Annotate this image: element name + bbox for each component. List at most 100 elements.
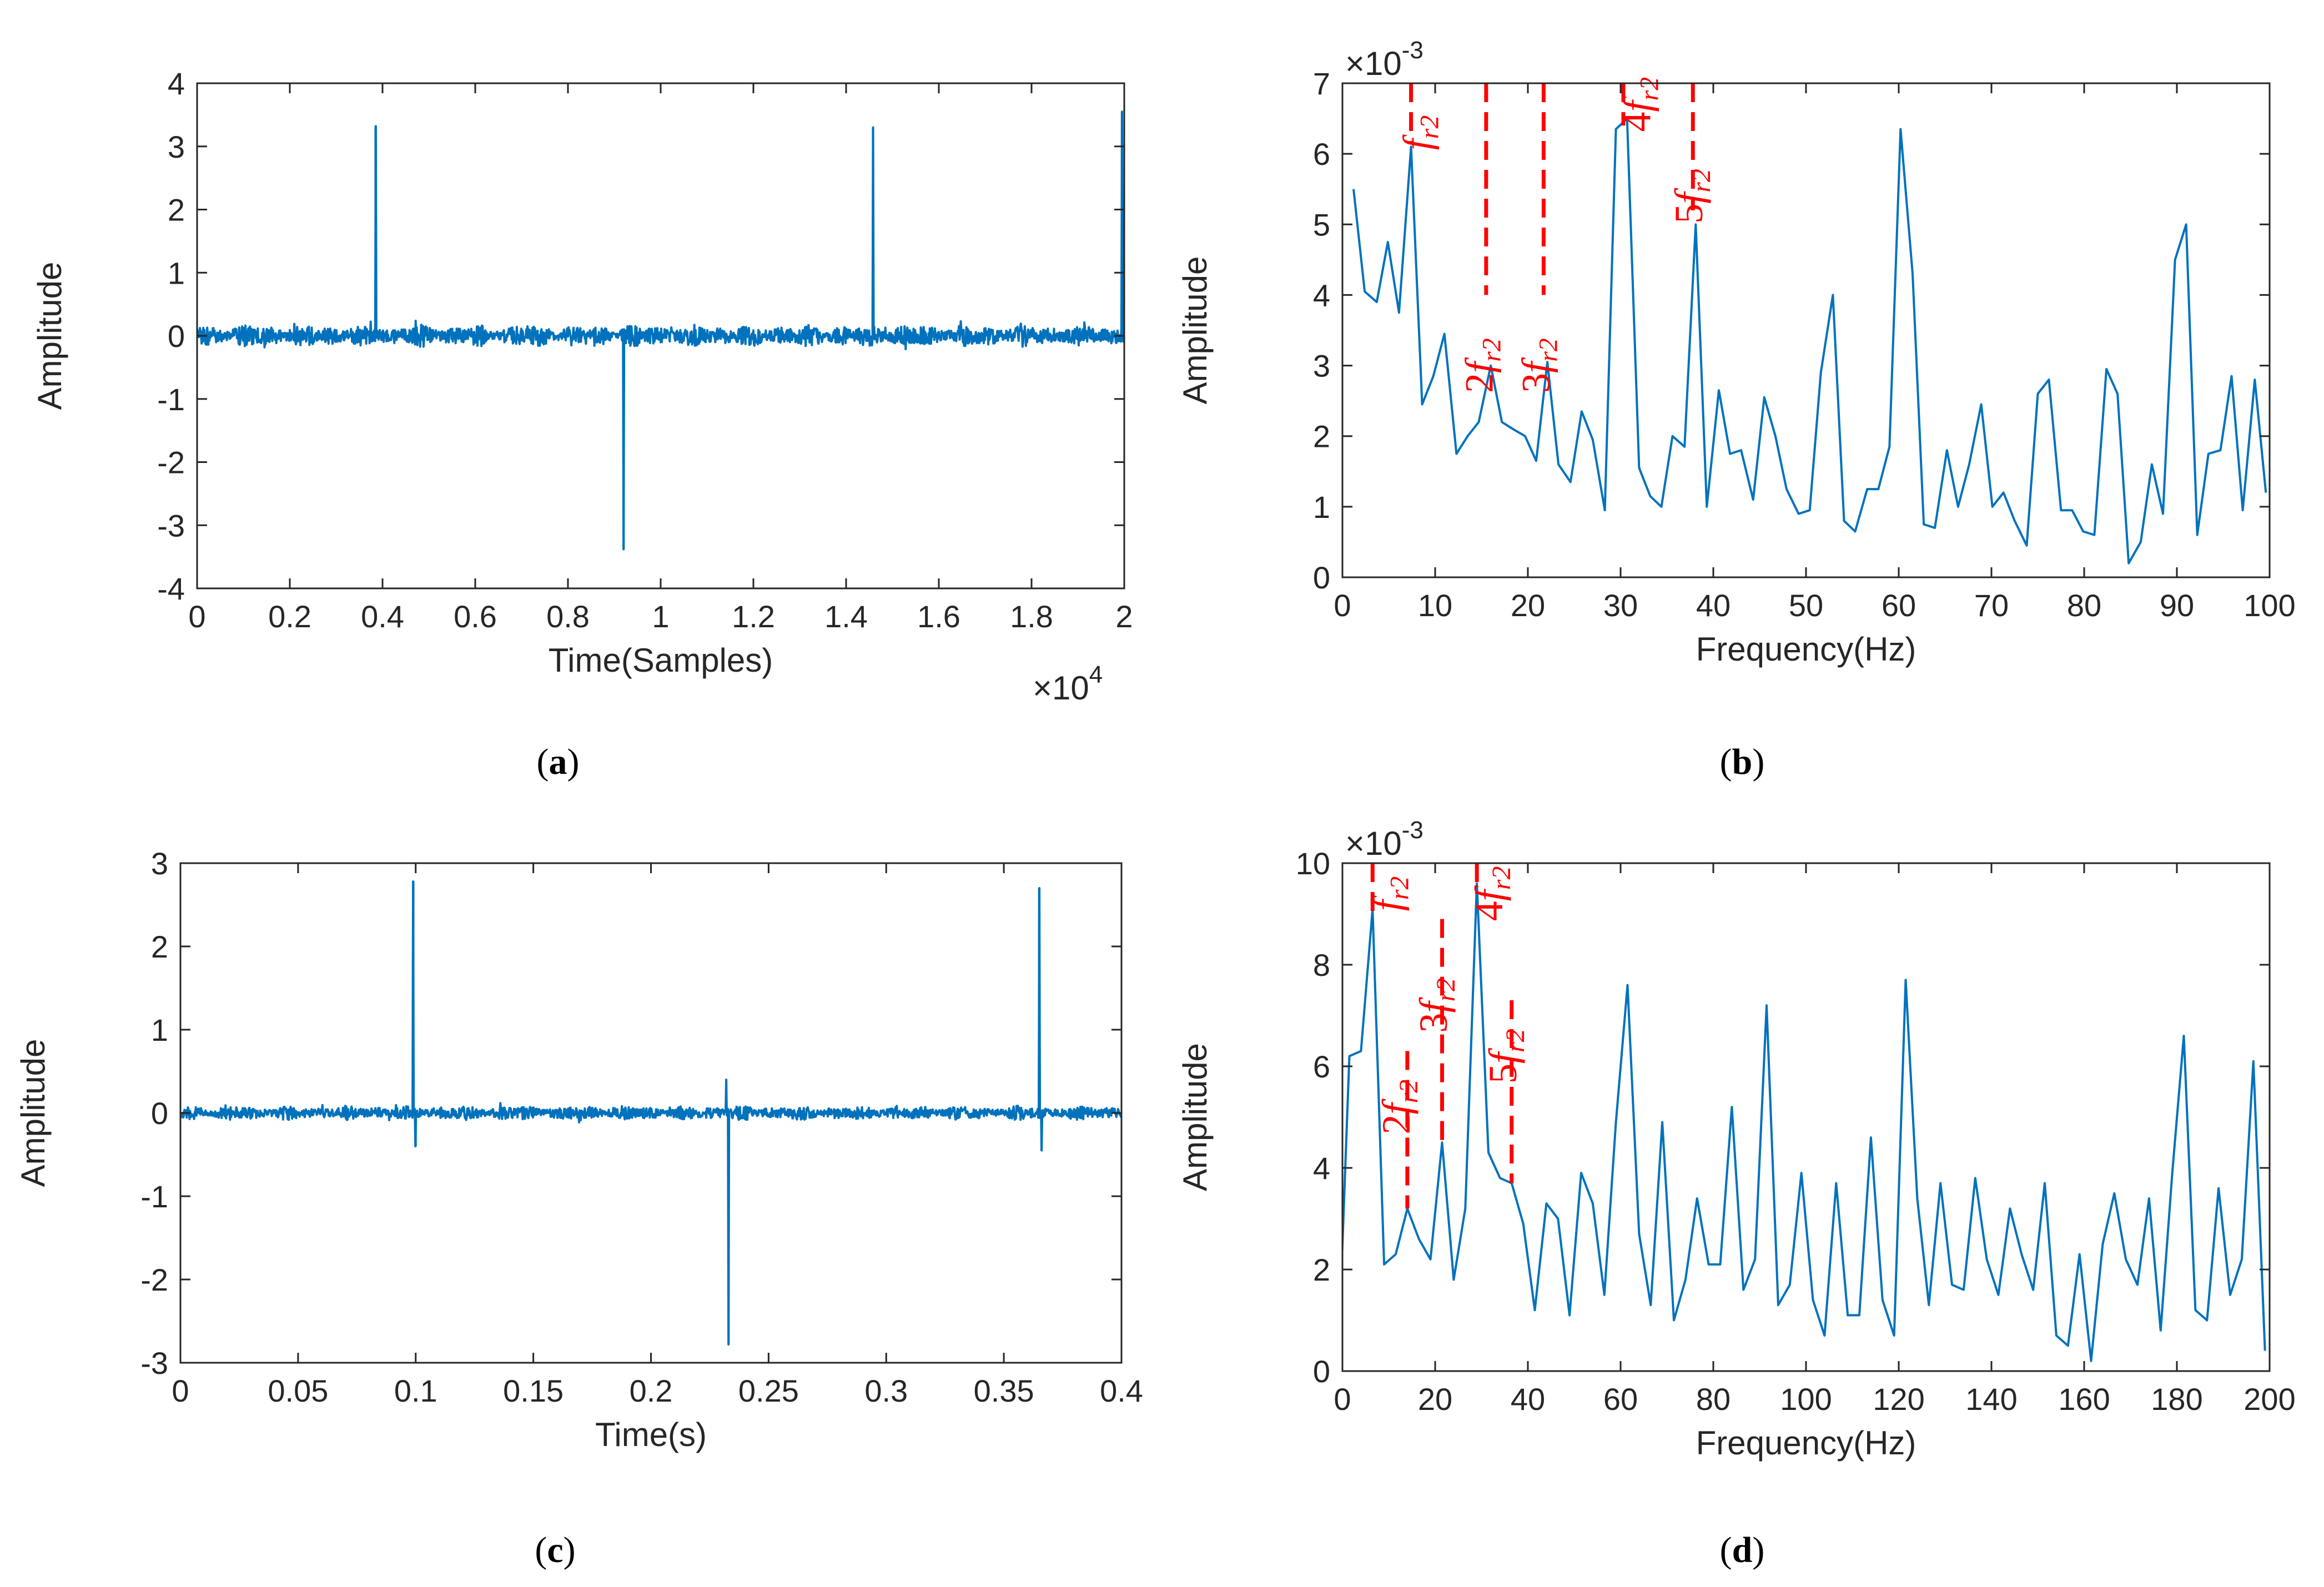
harmonic-label-b-4: 5fr2 bbox=[1667, 169, 1716, 224]
series-line-d bbox=[1342, 882, 2266, 1362]
series-line-b bbox=[1352, 117, 2267, 565]
y-tick-label-b: 2 bbox=[1313, 419, 1330, 454]
x-tick-label-c: 0.4 bbox=[1100, 1373, 1143, 1408]
panel-a-caption: (a) bbox=[536, 742, 580, 782]
x-tick-label-c: 0.35 bbox=[974, 1373, 1034, 1408]
harmonic-label-b-1: 2fr2 bbox=[1457, 338, 1507, 393]
x-tick-label-d: 120 bbox=[1873, 1382, 1924, 1417]
harmonic-label-sub: r2 bbox=[1477, 338, 1507, 362]
x-tick-label-d: 60 bbox=[1603, 1382, 1638, 1417]
y-exponent-power-b: -3 bbox=[1402, 37, 1423, 64]
y-tick-label-b: 0 bbox=[1313, 560, 1330, 595]
x-tick-label-b: 90 bbox=[2160, 588, 2194, 623]
y-tick-label-a: -2 bbox=[157, 445, 185, 480]
panel-d-caption: (d) bbox=[1719, 1530, 1765, 1570]
x-tick-label-b: 80 bbox=[2067, 588, 2101, 623]
x-tick-label-b: 40 bbox=[1696, 588, 1731, 623]
x-tick-label-b: 20 bbox=[1511, 588, 1545, 623]
harmonic-label-sub: r2 bbox=[1394, 1080, 1423, 1104]
harmonic-label-d-4: 5fr2 bbox=[1481, 1029, 1530, 1084]
harmonic-label-coef: 2 bbox=[1457, 373, 1502, 393]
series-line-a bbox=[197, 110, 1124, 551]
axes-box-b bbox=[1341, 82, 2271, 578]
x-tick-label-d: 160 bbox=[2058, 1382, 2110, 1417]
y-axis-label-c: Amplitude bbox=[14, 1039, 52, 1187]
y-tick-label-d: 2 bbox=[1313, 1252, 1330, 1287]
x-tick-label-a: 1 bbox=[652, 599, 669, 634]
panel-c-chart: 0 0.05 0.1 0.15 0.2 0.25 0.3 0.35 0.4 -3 -2 -1 0 1 2 3 T… bbox=[14, 846, 1143, 1453]
x-tick-label-b: 70 bbox=[1974, 588, 2009, 623]
x-tick-label-d: 180 bbox=[2151, 1382, 2202, 1417]
y-tick-label-a: -1 bbox=[157, 382, 185, 417]
x-tick-label-a: 1.6 bbox=[917, 599, 960, 634]
y-tick-label-c: 3 bbox=[151, 846, 168, 881]
panel-c-caption-letter: c bbox=[547, 1530, 564, 1570]
panel-b-caption-letter: b bbox=[1732, 742, 1753, 782]
harmonic-label-sub: r2 bbox=[1415, 115, 1445, 139]
harmonic-label-sub: r2 bbox=[1487, 866, 1516, 890]
x-tick-label-a: 1.4 bbox=[824, 599, 868, 634]
harmonic-label-sub: r2 bbox=[1634, 77, 1664, 101]
x-tick-label-a: 0.4 bbox=[361, 599, 404, 634]
y-tick-label-a: 2 bbox=[168, 193, 185, 228]
harmonic-label-coef: 2 bbox=[1374, 1115, 1418, 1135]
y-axis-label-d: Amplitude bbox=[1176, 1043, 1214, 1191]
harmonic-label-coef: 3 bbox=[1411, 1013, 1456, 1033]
series-line-c bbox=[180, 880, 1121, 1346]
x-axis-label-c: Time(s) bbox=[595, 1416, 707, 1453]
y-tick-label-a: 4 bbox=[168, 66, 185, 101]
y-tick-label-a: -3 bbox=[157, 508, 185, 543]
x-tick-label-d: 0 bbox=[1334, 1382, 1351, 1417]
x-tick-label-b: 60 bbox=[1882, 588, 1916, 623]
x-tick-label-a: 0.2 bbox=[268, 599, 311, 634]
y-tick-label-d: 8 bbox=[1313, 948, 1330, 983]
x-axis-label-b: Frequency(Hz) bbox=[1696, 631, 1916, 668]
y-tick-label-d: 4 bbox=[1313, 1151, 1330, 1186]
x-tick-label-d: 200 bbox=[2243, 1382, 2295, 1417]
y-tick-label-a: 1 bbox=[168, 255, 185, 290]
x-tick-label-a: 1.8 bbox=[1010, 599, 1053, 634]
y-axis-label-a: Amplitude bbox=[31, 262, 68, 410]
y-tick-label-b: 6 bbox=[1313, 137, 1330, 172]
panel-a-chart: 0 0.2 0.4 0.6 0.8 1 1.2 1.4 1.6 1.8 2 -4 -3 -2 -1 0 1 2 3 4… bbox=[31, 66, 1133, 707]
harmonic-label-sub: r2 bbox=[1431, 978, 1461, 1002]
y-tick-label-d: 6 bbox=[1313, 1049, 1330, 1084]
x-tick-label-c: 0.05 bbox=[268, 1373, 328, 1408]
x-tick-label-a: 0.6 bbox=[454, 599, 497, 634]
y-tick-label-c: -1 bbox=[140, 1179, 168, 1214]
y-tick-label-b: 5 bbox=[1313, 207, 1330, 242]
harmonic-label-b-0: fr2 bbox=[1395, 115, 1445, 150]
y-exponent-power-d: -3 bbox=[1402, 817, 1423, 844]
x-tick-label-d: 40 bbox=[1511, 1382, 1545, 1417]
panel-b-caption: (b) bbox=[1719, 742, 1765, 782]
x-tick-label-b: 10 bbox=[1418, 588, 1452, 623]
x-tick-label-c: 0 bbox=[172, 1373, 189, 1408]
y-tick-label-c: 0 bbox=[151, 1096, 168, 1131]
panel-c-caption: (c) bbox=[535, 1530, 576, 1570]
harmonic-label-coef: 5 bbox=[1667, 204, 1711, 224]
y-tick-label-c: -3 bbox=[140, 1346, 168, 1381]
harmonic-label-sub: r2 bbox=[1385, 876, 1414, 900]
x-tick-label-a: 0 bbox=[188, 599, 205, 634]
axes-box-d bbox=[1341, 862, 2271, 1372]
harmonic-label-d-2: 3fr2 bbox=[1411, 978, 1461, 1033]
x-tick-label-c: 0.3 bbox=[864, 1373, 908, 1408]
x-tick-label-c: 0.1 bbox=[394, 1373, 437, 1408]
panel-d-caption-letter: d bbox=[1732, 1530, 1753, 1570]
x-tick-label-b: 0 bbox=[1334, 588, 1351, 623]
y-tick-label-a: 0 bbox=[168, 319, 185, 354]
x-tick-label-a: 0.8 bbox=[546, 599, 590, 634]
harmonic-label-d-3: 4fr2 bbox=[1467, 866, 1516, 921]
harmonic-label-coef: 3 bbox=[1513, 373, 1558, 393]
y-axis-label-b: Amplitude bbox=[1176, 256, 1214, 405]
x-axis-label-a: Time(Samples) bbox=[549, 642, 773, 679]
harmonic-label-b-2: 3fr2 bbox=[1513, 338, 1563, 393]
y-tick-label-c: -2 bbox=[140, 1262, 168, 1297]
x-axis-label-d: Frequency(Hz) bbox=[1696, 1424, 1916, 1462]
harmonic-label-coef: 4 bbox=[1614, 112, 1659, 132]
x-tick-label-d: 140 bbox=[1965, 1382, 2017, 1417]
panel-a-caption-letter: a bbox=[549, 742, 567, 782]
